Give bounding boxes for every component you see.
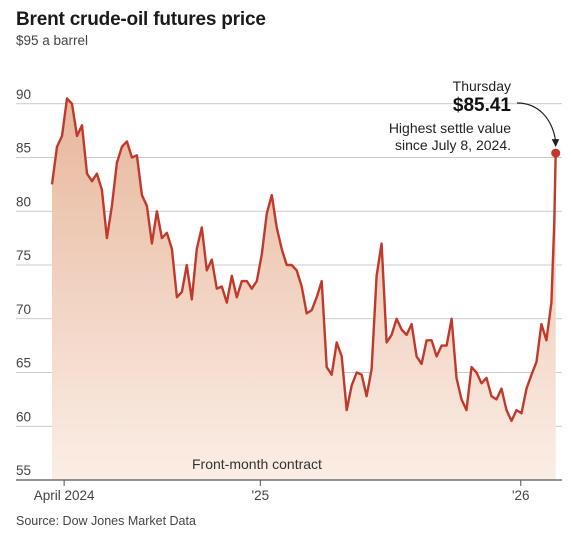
front-month-label: Front-month contract [192,456,322,472]
annotation-day: Thursday [453,78,511,94]
y-tick-labels: $95 a barrel 90 85 80 75 70 65 60 55 [16,33,88,478]
price-area [52,98,556,481]
annotation-note-2: since July 8, 2024. [395,137,511,153]
y-tick-label: 70 [16,302,31,317]
x-tick-label: '26 [512,488,530,503]
annotation-price: $85.41 [453,95,512,116]
annotation-arrow [516,102,557,142]
price-line [50,97,557,423]
x-tick-label: April 2024 [34,488,95,503]
chart-title: Brent crude-oil futures price [16,9,266,30]
y-tick-label: 90 [16,87,31,102]
y-tick-label: 65 [16,356,31,371]
y-tick-label: 60 [16,409,31,424]
source-note: Source: Dow Jones Market Data [16,514,196,528]
annotation-dot [551,148,561,158]
y-tick-label: 75 [16,248,31,263]
y-tick-label: 85 [16,141,31,156]
annotation: Thursday $85.41 Highest settle value sin… [389,78,561,158]
y-tick-label: 55 [16,463,31,478]
annotation-arrowhead [551,139,560,148]
x-tick-label: '25 [252,488,270,503]
y-tick-label: 80 [16,194,31,209]
y-tick-label: $95 a barrel [16,33,88,48]
annotation-note-1: Highest settle value [389,120,511,136]
x-ticks: April 2024 '25 '26 [34,480,530,503]
